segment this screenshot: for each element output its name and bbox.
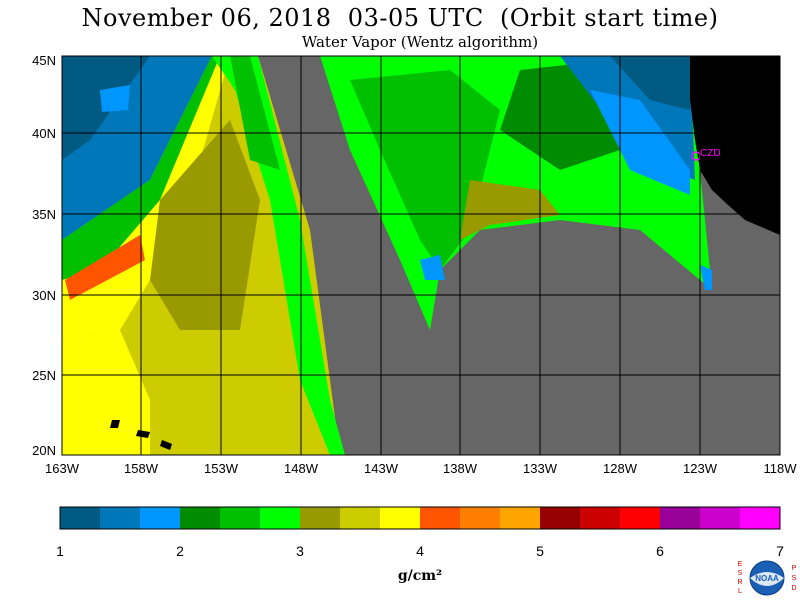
svg-text:L: L: [738, 588, 742, 595]
colorbar-swatch: [740, 507, 780, 529]
colorbar-swatch: [540, 507, 580, 529]
map-frame: [61, 55, 781, 456]
colorbar-swatch: [500, 507, 540, 529]
map-field: [62, 56, 780, 455]
map-subtitle: Water Vapor (Wentz algorithm): [301, 33, 539, 51]
lat-label-35n: 35N: [32, 207, 56, 222]
lat-label-20n: 20N: [32, 443, 56, 458]
colorbar-swatch: [180, 507, 220, 529]
lon-label-123w: 123W: [683, 461, 718, 476]
grid-lines: [62, 56, 780, 455]
colorbar-swatch: [140, 507, 180, 529]
lon-label-118w: 118W: [764, 461, 798, 476]
noaa-esrl-psd-logo: NOAA E S R L P S D: [737, 560, 797, 596]
colorbar-tick-3: 3: [296, 543, 304, 559]
colorbar-swatch: [260, 507, 300, 529]
logo-badge-text: NOAA: [755, 574, 779, 583]
colorbar-swatch: [620, 507, 660, 529]
colorbar-swatch: [660, 507, 700, 529]
colorbar-tick-6: 6: [656, 543, 664, 559]
colorbar-tick-1: 1: [56, 543, 64, 559]
svg-text:R: R: [737, 579, 742, 586]
colorbar: [59, 506, 781, 530]
lon-label-143w: 143W: [364, 461, 399, 476]
colorbar-swatch: [460, 507, 500, 529]
lon-label-153w: 153W: [204, 461, 239, 476]
colorbar-tick-5: 5: [536, 543, 544, 559]
lat-label-30n: 30N: [32, 288, 56, 303]
lon-label-148w: 148W: [284, 461, 319, 476]
colorbar-tick-7: 7: [776, 543, 784, 559]
colorbar-swatch: [420, 507, 460, 529]
colorbar-swatch: [700, 507, 740, 529]
svg-text:S: S: [792, 575, 797, 582]
colorbar-swatch: [340, 507, 380, 529]
colorbar-ticks: 1 2 3 4 5 6 7: [56, 543, 784, 559]
lon-label-138w: 138W: [443, 461, 478, 476]
svg-text:P: P: [792, 565, 797, 572]
lat-label-40n: 40N: [32, 126, 56, 141]
lon-label-128w: 128W: [603, 461, 638, 476]
colorbar-swatch: [100, 507, 140, 529]
lon-label-133w: 133W: [523, 461, 558, 476]
colorbar-swatch: [300, 507, 340, 529]
land-west-coast: [690, 56, 780, 235]
colorbar-unit-label: g/cm²: [397, 568, 443, 584]
svg-text:S: S: [738, 570, 743, 577]
lat-label-45n: 45N: [32, 53, 56, 68]
map-title: November 06, 2018 03-05 UTC (Orbit start…: [81, 4, 719, 32]
lon-labels: 163W 158W 153W 148W 143W 138W 133W 128W …: [45, 461, 797, 476]
colorbar-swatch: [580, 507, 620, 529]
colorbar-tick-2: 2: [176, 543, 184, 559]
svg-text:D: D: [791, 585, 796, 592]
station-label: CZD: [700, 148, 721, 159]
lat-labels: 45N 40N 35N 30N 25N 20N: [32, 53, 56, 458]
colorbar-swatch: [380, 507, 420, 529]
lat-label-25n: 25N: [32, 368, 56, 383]
lon-label-163w: 163W: [45, 461, 80, 476]
svg-text:E: E: [738, 561, 743, 568]
lon-label-158w: 158W: [124, 461, 159, 476]
colorbar-tick-4: 4: [416, 543, 424, 559]
colorbar-swatch: [60, 507, 100, 529]
colorbar-swatch: [220, 507, 260, 529]
colorbar-frame: [59, 506, 781, 530]
